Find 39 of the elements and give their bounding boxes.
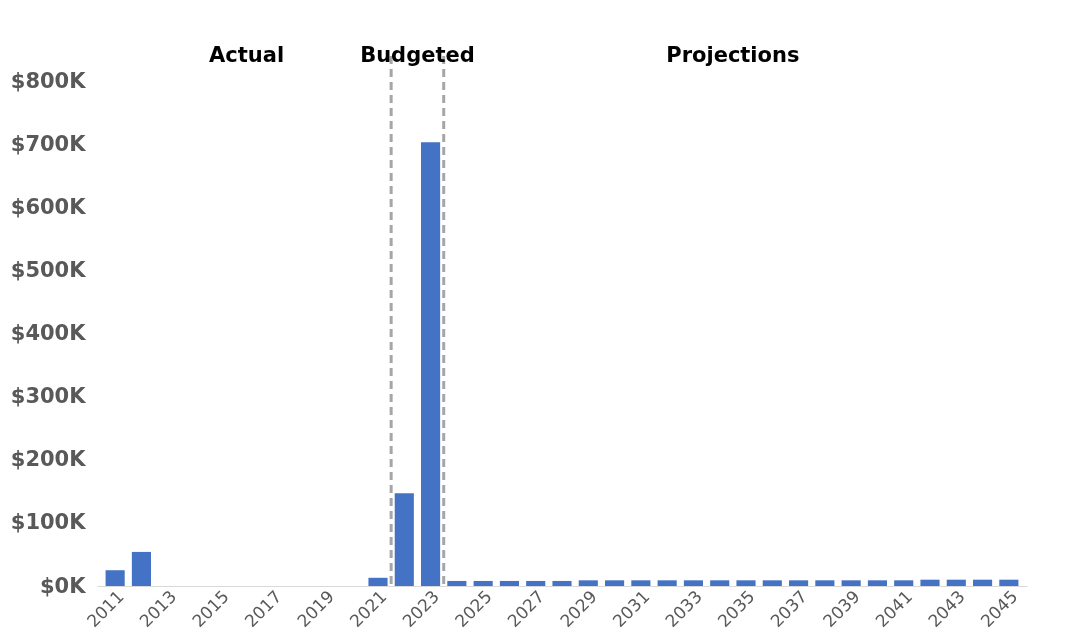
- bar: [841, 580, 861, 586]
- y-tick-label: $700K: [10, 131, 87, 156]
- bar: [946, 579, 966, 586]
- y-tick-label: $800K: [10, 68, 87, 93]
- bar: [552, 580, 572, 586]
- bar: [605, 580, 625, 586]
- y-tick-label: $600K: [10, 194, 87, 219]
- text: Projections: [666, 43, 800, 67]
- y-tick-label: $500K: [10, 257, 87, 282]
- y-tick-label: $0K: [40, 573, 87, 598]
- bar: [710, 580, 730, 586]
- bar: [421, 142, 441, 586]
- bar: [631, 580, 651, 586]
- y-tick-label: $400K: [10, 321, 87, 345]
- bar: [815, 580, 835, 586]
- bar: [105, 570, 125, 586]
- bar: [867, 580, 887, 586]
- bar: [920, 579, 940, 586]
- bar: [683, 580, 703, 586]
- bar: [131, 551, 151, 586]
- bar: [578, 580, 598, 586]
- bar: [447, 580, 467, 586]
- text: Budgeted: [360, 43, 475, 67]
- bar: [789, 580, 809, 586]
- bar: [526, 580, 546, 586]
- bar: [999, 579, 1019, 586]
- y-tick-label: $100K: [10, 510, 87, 535]
- bar: [368, 577, 388, 586]
- bar: [499, 580, 519, 586]
- bar: [894, 580, 914, 586]
- bar: [394, 493, 414, 586]
- bar: [762, 580, 782, 586]
- bar: [657, 580, 677, 586]
- text: Actual: [209, 43, 285, 67]
- bar: [736, 580, 756, 586]
- bar: [473, 580, 493, 586]
- bar: [973, 579, 993, 586]
- y-tick-label: $300K: [10, 384, 87, 409]
- y-tick-label: $200K: [10, 447, 87, 472]
